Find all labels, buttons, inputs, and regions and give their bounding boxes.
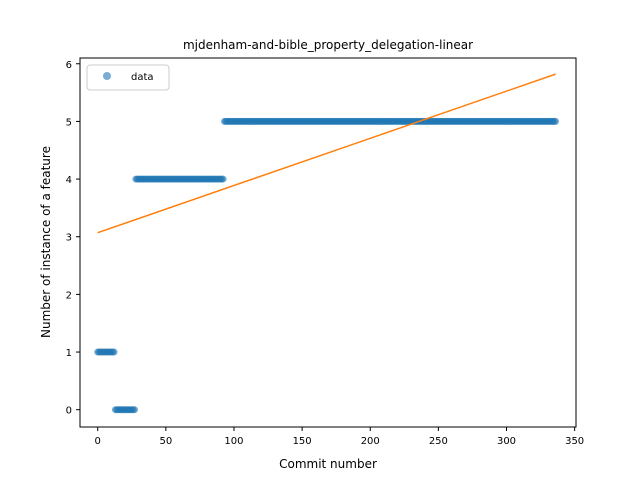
data-point	[131, 406, 139, 414]
x-tick-label: 350	[565, 436, 584, 447]
data-point	[552, 117, 560, 125]
y-tick-label: 1	[66, 348, 72, 359]
x-tick-label: 250	[429, 436, 448, 447]
y-tick-label: 4	[66, 175, 72, 186]
data-point	[110, 348, 118, 356]
x-tick-label: 150	[293, 436, 312, 447]
legend: data	[86, 64, 170, 91]
x-tick-label: 100	[224, 436, 243, 447]
x-tick-label: 300	[497, 436, 516, 447]
legend-marker	[103, 72, 111, 80]
y-tick-label: 5	[66, 117, 72, 128]
y-tick-label: 0	[66, 406, 72, 417]
y-tick-label: 2	[66, 290, 72, 301]
y-tick-label: 6	[66, 60, 72, 71]
axis-ticks: 0 50 100 150 200 250 300 350 0 1 2 3 4 5 6	[66, 60, 585, 447]
chart-title: mjdenham-and-bible_property_delegation-l…	[183, 38, 473, 52]
data-point	[219, 175, 227, 183]
x-axis-label: Commit number	[279, 457, 377, 471]
y-tick-label: 3	[66, 233, 72, 244]
trend-line	[97, 73, 556, 234]
x-tick-label: 50	[159, 436, 172, 447]
plot-area	[94, 73, 560, 414]
y-axis-label: Number of instance of a feature	[39, 146, 53, 338]
x-tick-label: 200	[361, 436, 380, 447]
x-tick-label: 0	[95, 436, 101, 447]
legend-label: data	[131, 72, 154, 83]
plot-frame	[79, 57, 577, 428]
legend-box	[86, 64, 170, 91]
